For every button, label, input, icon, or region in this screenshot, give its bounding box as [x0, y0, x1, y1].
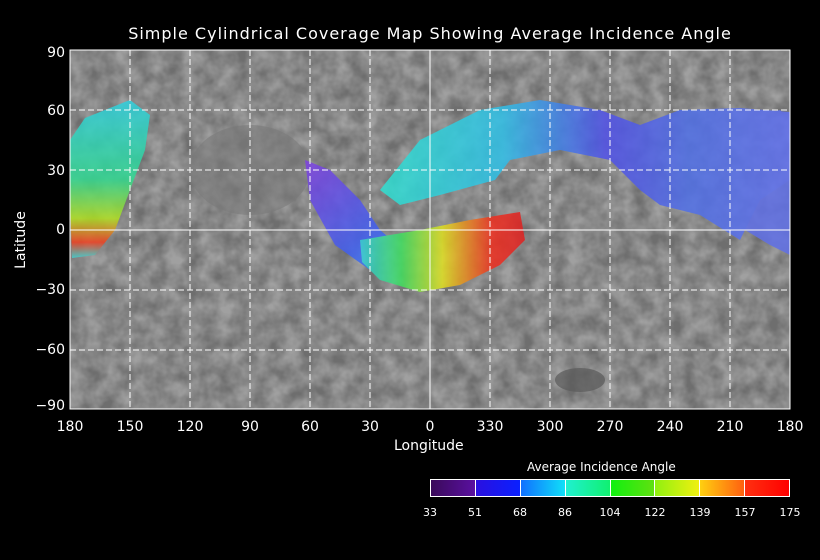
- x-tick: 90: [241, 419, 259, 435]
- footprint-left: [70, 100, 150, 258]
- x-tick: 60: [301, 419, 319, 435]
- colorbar-tick: 175: [779, 506, 801, 519]
- colorbar-title: Average Incidence Angle: [527, 460, 676, 474]
- colorbar-tick: 104: [599, 506, 621, 519]
- y-tick: 60: [47, 103, 65, 119]
- x-tick: 300: [536, 419, 564, 435]
- colorbar-tick: 122: [644, 506, 666, 519]
- colorbar-tick: 68: [513, 506, 527, 519]
- x-axis-label: Longitude: [394, 438, 464, 454]
- footprint-band: [380, 100, 790, 240]
- grid: [69, 49, 791, 410]
- colorbar-segment: [610, 480, 656, 496]
- x-tick: 150: [116, 419, 144, 435]
- colorbar-tick: 139: [689, 506, 711, 519]
- coverage-footprints: [70, 100, 790, 292]
- colorbar-tick: 157: [734, 506, 756, 519]
- colorbar-segment: [475, 480, 521, 496]
- x-tick: 0: [425, 419, 435, 435]
- y-tick: 0: [56, 222, 65, 238]
- x-tick: 120: [176, 419, 204, 435]
- x-tick: 180: [56, 419, 84, 435]
- y-tick: −30: [35, 282, 65, 298]
- x-tick: 210: [716, 419, 744, 435]
- x-tick: 270: [596, 419, 624, 435]
- x-tick: 180: [776, 419, 804, 435]
- y-tick: 90: [47, 45, 65, 61]
- y-tick: −60: [35, 342, 65, 358]
- y-tick: 30: [47, 163, 65, 179]
- colorbar: [430, 479, 790, 497]
- colorbar-segment: [745, 480, 789, 496]
- colorbar-tick: 51: [468, 506, 482, 519]
- map-title: Simple Cylindrical Coverage Map Showing …: [128, 24, 732, 43]
- colorbar-segment: [431, 480, 476, 496]
- x-tick: 330: [476, 419, 504, 435]
- x-tick: 240: [656, 419, 684, 435]
- colorbar-segment: [565, 480, 611, 496]
- colorbar-tick: 33: [423, 506, 437, 519]
- colorbar-tick: 86: [558, 506, 572, 519]
- y-axis-label: Latitude: [12, 211, 29, 269]
- footprint-low: [360, 212, 525, 292]
- colorbar-segment: [520, 480, 566, 496]
- colorbar-segment: [700, 480, 746, 496]
- x-tick: 30: [361, 419, 379, 435]
- colorbar-segment: [655, 480, 701, 496]
- y-tick: −90: [35, 398, 65, 414]
